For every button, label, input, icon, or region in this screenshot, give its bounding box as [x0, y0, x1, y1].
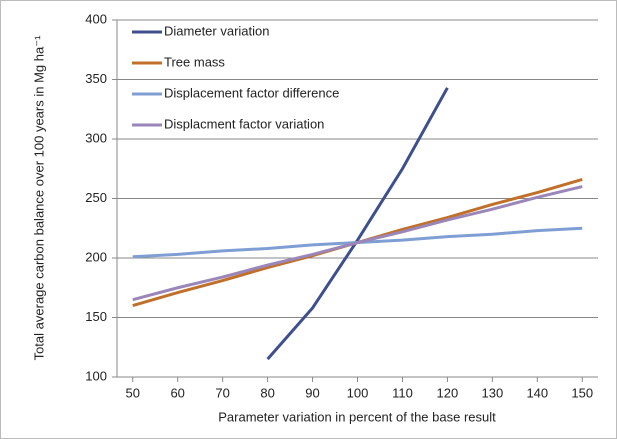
legend-label: Displacment factor variation [164, 116, 324, 131]
y-tick-label: 400 [85, 11, 107, 26]
x-tick-label: 110 [392, 385, 413, 400]
legend-label: Displacement factor difference [164, 85, 339, 100]
x-tick-label: 90 [305, 385, 319, 400]
x-tick-label: 100 [347, 385, 369, 400]
y-tick-label: 300 [85, 130, 107, 145]
legend-label: Tree mass [164, 54, 225, 69]
y-tick-label: 100 [85, 368, 107, 383]
y-tick-label: 150 [85, 309, 107, 324]
x-tick-label: 60 [170, 385, 184, 400]
y-tick-label: 200 [85, 249, 107, 264]
x-tick-label: 80 [260, 385, 274, 400]
x-tick-label: 140 [526, 385, 548, 400]
x-tick-label: 70 [215, 385, 229, 400]
series-line [266, 87, 449, 361]
y-tick-label: 350 [85, 71, 107, 86]
x-axis-label: Parameter variation in percent of the ba… [218, 409, 496, 424]
x-tick-label: 130 [482, 385, 504, 400]
legend-label: Diameter variation [164, 23, 270, 38]
series-line [132, 185, 583, 302]
x-tick-label: 150 [571, 385, 593, 400]
x-tick-label: 50 [125, 385, 139, 400]
y-axis-label: Total average carbon balance over 100 ye… [31, 35, 46, 360]
x-tick-label: 120 [437, 385, 459, 400]
y-tick-label: 250 [85, 190, 107, 205]
